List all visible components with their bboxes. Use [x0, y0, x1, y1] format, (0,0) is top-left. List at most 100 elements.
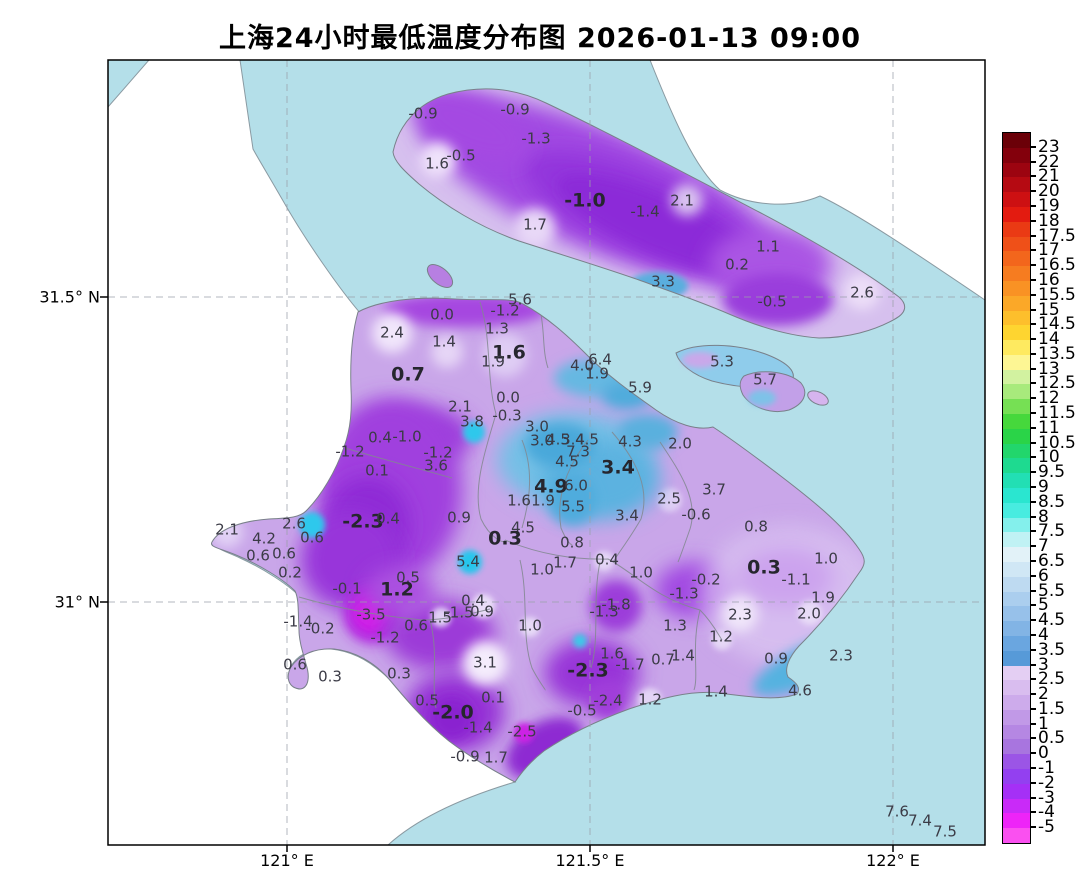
temp-label: 0.9: [764, 652, 788, 667]
colorbar-tick-mark: [1030, 323, 1036, 325]
temp-label: 1.9: [531, 494, 555, 509]
temp-label: 1.0: [530, 563, 554, 578]
colorbar-segment: [1003, 651, 1030, 666]
colorbar-tick-mark: [1030, 693, 1036, 695]
temp-label: 7.4: [908, 814, 932, 829]
temp-label: 2.3: [829, 649, 853, 664]
colorbar-tick-label: -5: [1038, 817, 1055, 837]
temp-label: 0.1: [481, 691, 505, 706]
temp-label: 1.2: [709, 630, 733, 645]
colorbar-tick-mark: [1030, 575, 1036, 577]
colorbar-gradient: [1002, 132, 1031, 844]
temp-label: 0.2: [278, 566, 302, 581]
temp-label: -0.3: [492, 409, 521, 424]
colorbar-tick-mark: [1030, 797, 1036, 799]
colorbar-segment: [1003, 311, 1030, 326]
temp-label: 2.4: [380, 326, 404, 341]
temp-label: -1.3: [669, 587, 698, 602]
temp-label: 0.3: [387, 667, 411, 682]
temp-label: 2.1: [215, 523, 239, 538]
colorbar-tick-mark: [1030, 309, 1036, 311]
colorbar-tick-mark: [1030, 530, 1036, 532]
latitude-label: 31.5° N: [0, 288, 100, 307]
temp-label: 7.6: [885, 805, 909, 820]
temp-label: -1.0: [564, 192, 606, 211]
colorbar-tick-mark: [1030, 249, 1036, 251]
colorbar-tick-mark: [1030, 811, 1036, 813]
water-corner: [108, 60, 149, 107]
colorbar-tick-mark: [1030, 471, 1036, 473]
temp-label: -1.2: [370, 631, 399, 646]
temp-label: 5.5: [561, 500, 585, 515]
colorbar-tick-mark: [1030, 664, 1036, 666]
temp-label: 1.9: [811, 591, 835, 606]
colorbar-segment: [1003, 503, 1030, 518]
colorbar-segment: [1003, 355, 1030, 370]
temp-label: -0.9: [450, 750, 479, 765]
temp-label: 5.4: [456, 555, 480, 570]
colorbar-segment: [1003, 577, 1030, 592]
temp-label: 0.0: [496, 391, 520, 406]
temp-label: 0.3: [488, 530, 522, 549]
temp-label: 1.4: [432, 335, 456, 350]
colorbar-tick-mark: [1030, 456, 1036, 458]
colorbar-tick-mark: [1030, 264, 1036, 266]
temp-label: 0.4: [368, 431, 392, 446]
temp-label: -0.1: [332, 582, 361, 597]
colorbar-segment: [1003, 739, 1030, 754]
colorbar-segment: [1003, 148, 1030, 163]
colorbar-segment: [1003, 606, 1030, 621]
colorbar-segment: [1003, 192, 1030, 207]
colorbar-tick-mark: [1030, 427, 1036, 429]
temp-label: 0.8: [744, 520, 768, 535]
temp-label: 2.1: [670, 194, 694, 209]
temp-label: 0.6: [300, 531, 324, 546]
temp-label: 1.4: [671, 649, 695, 664]
temp-label: -0.9: [408, 107, 437, 122]
temp-label: 0.9: [447, 511, 471, 526]
colorbar-tick-mark: [1030, 782, 1036, 784]
colorbar-segment: [1003, 458, 1030, 473]
temp-label: 2.6: [850, 286, 874, 301]
temp-label: -1.4: [463, 721, 492, 736]
temp-label: -1.1: [781, 573, 810, 588]
colorbar-segment: [1003, 133, 1030, 148]
colorbar-tick-mark: [1030, 767, 1036, 769]
colorbar-segment: [1003, 592, 1030, 607]
temp-label: 0.0: [430, 308, 454, 323]
colorbar-tick-mark: [1030, 338, 1036, 340]
colorbar-segment: [1003, 754, 1030, 769]
colorbar-tick-mark: [1030, 619, 1036, 621]
colorbar-tick-mark: [1030, 708, 1036, 710]
colorbar-segment: [1003, 725, 1030, 740]
temp-label: 1.9: [585, 367, 609, 382]
colorbar-tick-mark: [1030, 175, 1036, 177]
temp-label: 0.6: [404, 619, 428, 634]
temp-label: 2.0: [797, 607, 821, 622]
colorbar-segment: [1003, 710, 1030, 725]
temp-label: 0.9: [470, 605, 494, 620]
temp-label: 0.6: [283, 658, 307, 673]
colorbar-segment: [1003, 813, 1030, 828]
colorbar-segment: [1003, 177, 1030, 192]
colorbar-segment: [1003, 222, 1030, 237]
temp-label: 1.0: [518, 619, 542, 634]
temp-label: 1.5: [428, 611, 452, 626]
colorbar-tick-mark: [1030, 545, 1036, 547]
temp-label: 1.3: [663, 619, 687, 634]
temp-label: -0.6: [681, 508, 710, 523]
colorbar-tick-mark: [1030, 486, 1036, 488]
weather-map-page: 上海24小时最低温度分布图 2026-01-13 09:00: [0, 0, 1080, 889]
longitude-label: 121.5° E: [535, 851, 645, 870]
colorbar-tick-mark: [1030, 412, 1036, 414]
temp-label: 0.2: [725, 258, 749, 273]
temp-label: 3.6: [424, 459, 448, 474]
colorbar-segment: [1003, 163, 1030, 178]
colorbar-segment: [1003, 444, 1030, 459]
colorbar-segment: [1003, 518, 1030, 533]
temp-label: 0.6: [246, 549, 270, 564]
colorbar-tick-mark: [1030, 752, 1036, 754]
temp-label: 2.3: [728, 608, 752, 623]
colorbar-tick-mark: [1030, 678, 1036, 680]
temp-label: 5.7: [753, 373, 777, 388]
